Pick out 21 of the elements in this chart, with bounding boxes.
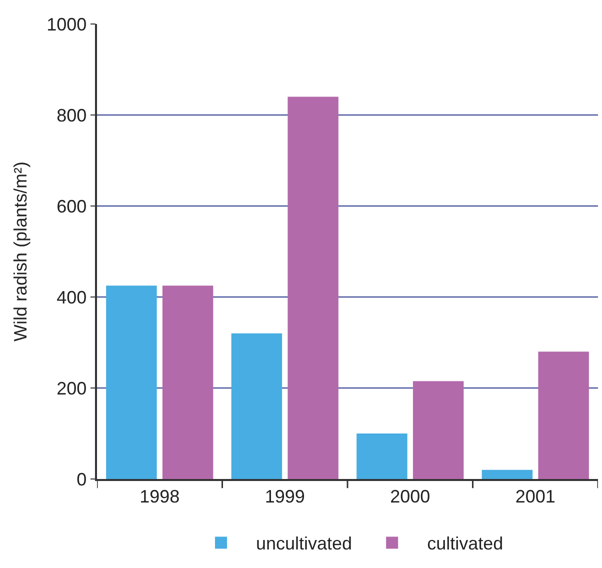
y-tick-label: 200 bbox=[56, 378, 87, 398]
bar bbox=[231, 333, 282, 479]
y-tick-label: 0 bbox=[76, 469, 87, 490]
x-tick-label: 1998 bbox=[140, 486, 180, 506]
x-tick-label: 1999 bbox=[264, 486, 305, 506]
legend-label: cultivated bbox=[427, 534, 504, 554]
bar bbox=[162, 286, 214, 479]
y-tick-label: 1000 bbox=[46, 14, 87, 34]
legend-label: uncultivated bbox=[256, 534, 352, 554]
x-tick-label: 2001 bbox=[515, 486, 556, 506]
bar bbox=[356, 434, 408, 479]
x-tick-label: 2000 bbox=[390, 486, 430, 506]
bar bbox=[482, 470, 533, 479]
bar bbox=[288, 96, 338, 479]
y-tick-label: 600 bbox=[56, 196, 87, 216]
y-tick-label: 400 bbox=[56, 287, 87, 308]
bar bbox=[538, 352, 589, 479]
bar bbox=[106, 286, 157, 479]
bar bbox=[412, 381, 464, 479]
y-axis-title: Wild radish (plants/m²) bbox=[10, 161, 30, 342]
y-tick-label: 800 bbox=[56, 105, 87, 126]
